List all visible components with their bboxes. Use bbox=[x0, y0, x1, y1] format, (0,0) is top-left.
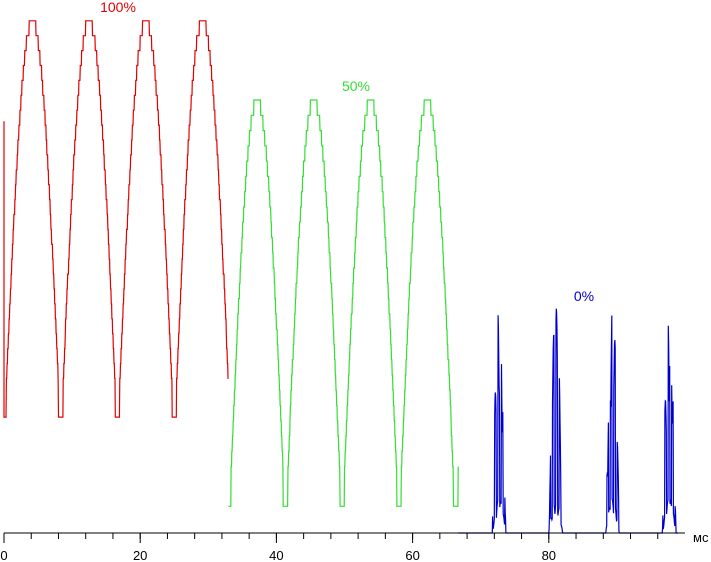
x-tick-label: 20 bbox=[133, 548, 147, 562]
series-label-50: 50% bbox=[342, 78, 370, 94]
x-tick-label: 60 bbox=[405, 548, 419, 562]
series-labels: 100% 50% 0% bbox=[100, 0, 594, 304]
series-label-0: 0% bbox=[574, 288, 594, 304]
x-tick-label: 80 bbox=[542, 548, 556, 562]
x-tick-label: 0 bbox=[0, 548, 7, 562]
x-axis-unit-label: мс bbox=[693, 530, 709, 545]
series-label-100: 100% bbox=[100, 0, 136, 15]
x-tick-label: 40 bbox=[269, 548, 283, 562]
series-line-1 bbox=[228, 99, 459, 507]
x-axis-ticks: 0 20 40 60 80 bbox=[0, 533, 659, 562]
series-layer bbox=[3, 20, 679, 534]
series-line-0 bbox=[3, 20, 229, 418]
series-line-2 bbox=[458, 308, 679, 534]
